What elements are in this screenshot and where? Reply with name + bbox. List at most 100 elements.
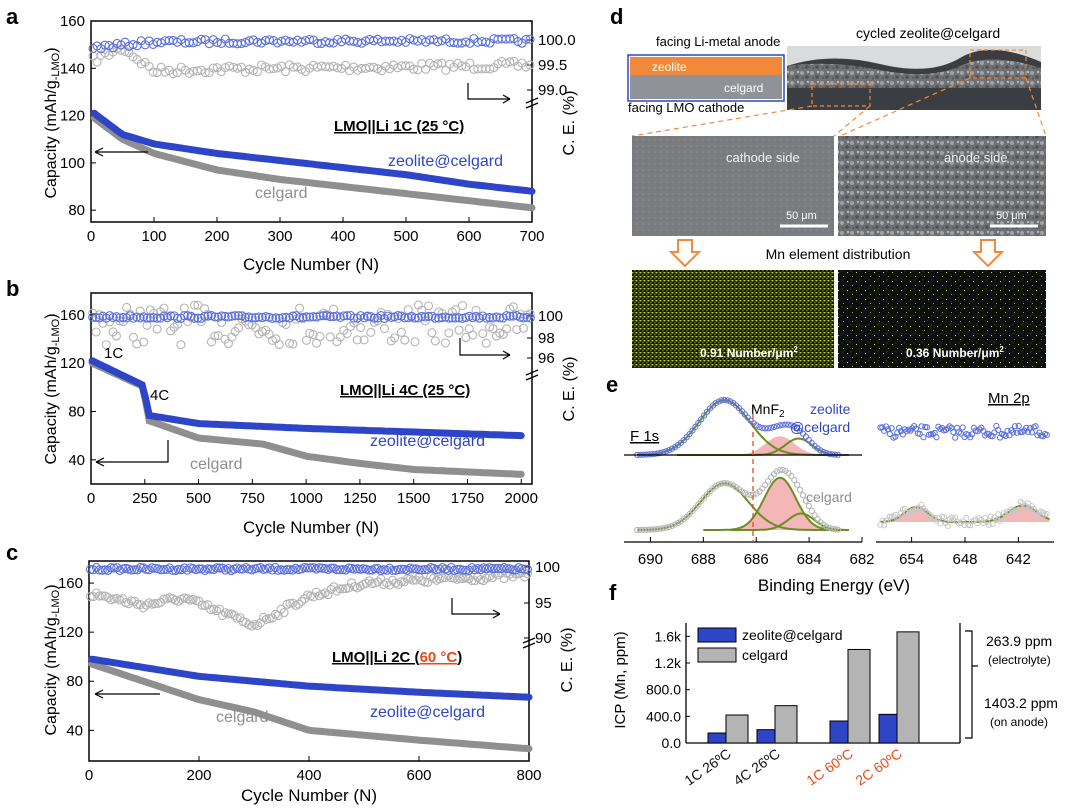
celgard-ce-point: [344, 583, 354, 593]
celgard-ce-point: [355, 581, 365, 591]
celgard-ce-point: [457, 61, 467, 71]
zeolite-ce-point: [106, 563, 116, 573]
label-anode-side: anode side: [944, 150, 1008, 165]
label-mnf2: MnF2: [751, 401, 785, 420]
zeolite-f1s-point: [654, 450, 661, 457]
ytick-label: 120: [58, 624, 83, 641]
zeolite-ce-point: [505, 311, 515, 321]
zeolite-f1s-point: [762, 425, 769, 432]
axis-ticks-b: 0 250 500 750 1000 1250 1500 1750 2000 40 80 120 160…: [60, 307, 563, 507]
zeolite-ce-point: [182, 565, 192, 575]
bracket-total: [965, 630, 978, 739]
celgard-ce-point: [315, 331, 325, 342]
celgard-ce-point: [94, 591, 104, 601]
celgard-f1s-point: [663, 524, 670, 531]
celgard-f1s-point: [651, 526, 658, 533]
zeolite-ce-point: [305, 312, 315, 322]
celgard-f1s-point: [724, 480, 731, 487]
zeolite-ce-point: [393, 311, 403, 321]
celgard-f1s-point: [741, 489, 748, 497]
celgard-ce-point: [252, 67, 262, 77]
ytick-label-f: 0.0: [662, 735, 682, 751]
zeolite-ce-point: [434, 313, 444, 323]
celgard-mn2p-point: [881, 522, 888, 529]
arrow-down-right-icon: [971, 239, 1005, 268]
xtick-label: 200: [204, 228, 229, 245]
zeolite-ce-point: [118, 312, 128, 323]
celgard-ce-point: [359, 335, 369, 345]
celgard-f1s-point: [671, 521, 679, 528]
zeolite-ce-point: [414, 565, 424, 575]
celgard-ce-point: [244, 64, 254, 74]
chart-title-c: LMO||Li 2C (60 °C): [332, 649, 462, 666]
zeolite-ce-point: [322, 311, 332, 321]
celgard-ce-point: [444, 328, 454, 338]
celgard-f1s-point: [727, 481, 734, 488]
zeolite-ce-point: [267, 565, 277, 575]
zeolite-ce-point: [521, 34, 531, 45]
header-anode: facing Li-metal anode: [656, 34, 780, 49]
celgard-ce-point: [323, 590, 333, 600]
zeolite-ce-point: [257, 313, 267, 323]
celgard-mn2p-point: [929, 515, 936, 522]
zeolite-ce-point: [108, 313, 118, 323]
arrow-left-c: [94, 689, 160, 699]
zeolite-ce-point: [490, 564, 500, 574]
celgard-ce-point: [409, 64, 419, 74]
zeolite-ce-point: [288, 311, 298, 321]
xtick-label: 0: [85, 767, 93, 784]
celgard-ce-point: [295, 303, 305, 313]
legend-celgard-a: celgard: [255, 185, 307, 202]
celgard-ce-point: [455, 573, 465, 583]
xlabel-b: Cycle Number (N): [243, 518, 379, 537]
ytick-label-f: 1.6k: [655, 628, 682, 644]
bracket-electrolyte-note: (electrolyte): [988, 653, 1051, 667]
zeolite-ce-point: [200, 311, 210, 321]
zeolite-ce-point: [417, 311, 427, 322]
celgard-ce-point: [522, 569, 533, 579]
zeolite-ce-point: [362, 311, 373, 322]
zeolite-ce-point: [364, 565, 374, 575]
celgard-ce-point: [429, 573, 439, 583]
celgard-ce-point: [481, 573, 492, 583]
celgard-ce-point: [518, 323, 529, 333]
zeolite-ce-point: [396, 564, 406, 574]
celgard-ce-point: [92, 57, 102, 67]
celgard-ce-point: [208, 63, 218, 73]
zeolite-ce-point: [443, 565, 453, 575]
panel-letter-a: a: [6, 4, 19, 29]
celgard-mn2p-point: [1034, 512, 1041, 519]
celgard-mn2p-point: [1040, 510, 1047, 517]
celgard-ce-point: [142, 320, 152, 330]
celgard-ce-point: [496, 568, 506, 578]
panel-letter-c: c: [6, 540, 18, 565]
celgard-ce-point: [284, 338, 295, 348]
zeolite-ce-point: [227, 311, 237, 321]
zeolite-ce-point: [240, 38, 250, 48]
zeolite-ce-point: [508, 565, 518, 575]
celgard-ce-point: [258, 612, 269, 622]
zeolite-mn2p-point: [918, 423, 925, 430]
celgard-ce-point: [274, 339, 284, 350]
zeolite-ce-point: [452, 564, 462, 575]
zeolite-mn2p-point: [968, 431, 976, 438]
zeolite-ce-point: [430, 313, 440, 323]
zeolite-ce-point: [342, 311, 352, 321]
celgard-ce-point: [256, 60, 266, 70]
xtick-label: 600: [406, 767, 431, 784]
arrow-right-c: [451, 598, 501, 619]
chart-title-a: LMO||Li 1C (25 °C): [334, 118, 464, 135]
schematic-zeolite-layer: [630, 57, 782, 75]
density-cathode: 0.91 Number/μm2: [700, 345, 798, 360]
zeolite-ce-point: [447, 313, 457, 323]
axis-ticks-c: 0 200 400 600 800 40 80 120 160 100 95 90: [58, 559, 560, 784]
zeolite-ce-point: [285, 564, 295, 575]
label-zeolite-e: zeolite: [810, 401, 851, 417]
bracket-anode-value: 1403.2 ppm: [984, 695, 1058, 711]
xtick-label: 0: [87, 228, 95, 245]
zeolite-f1s-point: [759, 424, 766, 432]
celgard-ce-point: [234, 323, 244, 333]
bar-celgard: [725, 714, 749, 744]
zeolite-f1s-point: [724, 397, 731, 404]
panel-letter-d: d: [610, 4, 623, 29]
